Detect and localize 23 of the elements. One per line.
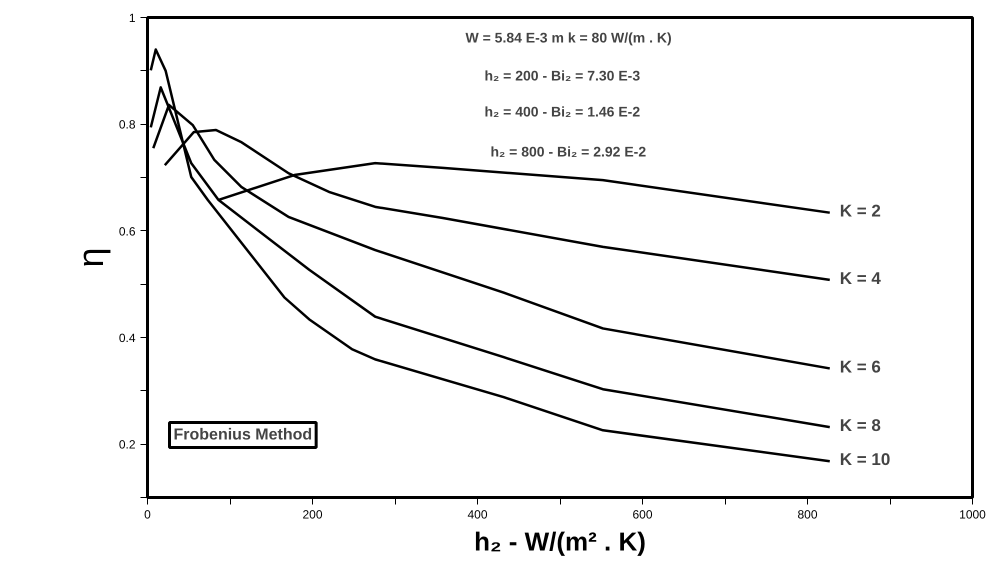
annotation: h₂ = 800 - Bi₂ = 2.92 E-2	[490, 144, 646, 160]
x-tick-label: 600	[632, 508, 653, 522]
x-tick-label: 800	[797, 508, 818, 522]
series-label: K = 4	[840, 268, 882, 288]
series-label: K = 10	[840, 450, 890, 470]
y-tick-label: 0.4	[118, 331, 136, 345]
y-tick-label: 0.8	[118, 118, 136, 132]
y-tick-label: 1	[128, 11, 136, 25]
annotation: h₂ = 400 - Bi₂ = 1.46 E-2	[484, 104, 640, 120]
series-label: K = 8	[840, 416, 881, 436]
x-tick-label: 200	[302, 508, 323, 522]
x-tick-label: 400	[467, 508, 488, 522]
x-axis-title: h₂ - W/(m² . K)	[474, 526, 646, 556]
y-tick-label: 0.6	[118, 224, 136, 238]
series-label: K = 6	[840, 357, 881, 376]
series-label: K = 2	[840, 202, 881, 221]
y-axis-title: η	[70, 247, 111, 268]
x-tick-label: 1000	[959, 508, 986, 522]
annotation: h₂ = 200 - Bi₂ = 7.30 E-3	[484, 68, 640, 84]
x-tick-label: 0	[144, 508, 152, 522]
y-tick-label: 0.2	[118, 438, 136, 452]
annotation: W = 5.84 E-3 m k = 80 W/(m . K)	[466, 30, 672, 46]
annotation: Frobenius Method	[174, 426, 312, 444]
